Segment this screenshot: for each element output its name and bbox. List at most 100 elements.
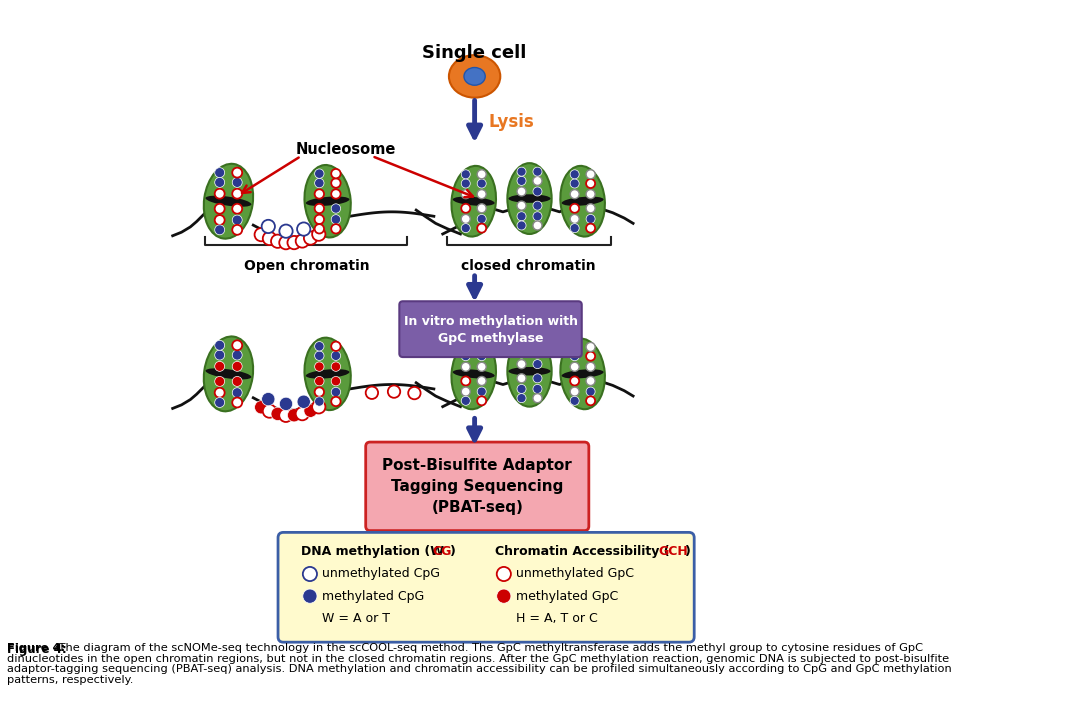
Circle shape (302, 567, 317, 581)
Circle shape (214, 225, 225, 234)
Text: Single cell: Single cell (422, 44, 526, 62)
Circle shape (271, 407, 284, 421)
Circle shape (533, 187, 542, 196)
Circle shape (233, 341, 242, 350)
Circle shape (214, 361, 225, 371)
Circle shape (477, 179, 487, 188)
Circle shape (214, 376, 225, 386)
Circle shape (533, 176, 542, 186)
Circle shape (461, 362, 471, 371)
Circle shape (461, 214, 471, 224)
Circle shape (331, 351, 341, 361)
Circle shape (388, 386, 400, 398)
Text: DNA methylation (W: DNA methylation (W (301, 546, 444, 559)
Text: W = A or T: W = A or T (323, 612, 390, 625)
Circle shape (233, 215, 242, 225)
Text: unmethylated GpC: unmethylated GpC (517, 567, 635, 581)
Circle shape (586, 387, 595, 396)
Circle shape (297, 222, 311, 236)
Circle shape (586, 204, 595, 213)
Circle shape (533, 374, 542, 383)
Circle shape (477, 351, 487, 361)
Circle shape (271, 234, 284, 248)
Circle shape (331, 362, 341, 371)
Circle shape (570, 362, 579, 371)
Circle shape (496, 589, 511, 603)
Circle shape (586, 397, 595, 405)
FancyBboxPatch shape (400, 301, 582, 357)
Circle shape (461, 343, 471, 351)
Circle shape (233, 204, 242, 214)
Circle shape (315, 189, 324, 199)
Ellipse shape (304, 165, 351, 237)
Circle shape (477, 376, 487, 386)
Circle shape (570, 343, 579, 351)
Text: unmethylated CpG: unmethylated CpG (323, 567, 441, 581)
Circle shape (233, 177, 242, 187)
Ellipse shape (451, 338, 496, 409)
Circle shape (233, 350, 242, 360)
Circle shape (517, 176, 526, 186)
Circle shape (477, 189, 487, 199)
Ellipse shape (464, 67, 486, 85)
Circle shape (586, 189, 595, 199)
Circle shape (570, 376, 579, 386)
Ellipse shape (451, 166, 496, 237)
Circle shape (279, 409, 293, 422)
Circle shape (496, 567, 511, 581)
Circle shape (315, 179, 324, 188)
Circle shape (533, 221, 542, 230)
Circle shape (315, 397, 324, 406)
Circle shape (477, 387, 487, 396)
Circle shape (233, 376, 242, 386)
Circle shape (586, 362, 595, 371)
Circle shape (233, 168, 242, 178)
Circle shape (233, 189, 242, 199)
Circle shape (279, 236, 293, 250)
Circle shape (570, 189, 579, 199)
Circle shape (461, 179, 471, 188)
Circle shape (533, 340, 542, 349)
Text: closed chromatin: closed chromatin (461, 259, 596, 272)
Circle shape (477, 170, 487, 179)
Circle shape (517, 212, 526, 221)
Circle shape (331, 224, 341, 234)
Circle shape (366, 386, 378, 399)
Circle shape (570, 224, 579, 232)
Text: methylated CpG: methylated CpG (323, 589, 425, 602)
Circle shape (287, 409, 301, 422)
Circle shape (296, 234, 309, 247)
Circle shape (302, 589, 317, 603)
Text: H = A, T or C: H = A, T or C (517, 612, 598, 625)
Circle shape (263, 404, 277, 418)
Circle shape (517, 221, 526, 230)
Circle shape (533, 201, 542, 210)
Circle shape (331, 387, 341, 397)
Circle shape (303, 404, 317, 417)
Circle shape (477, 224, 487, 232)
Circle shape (570, 179, 579, 188)
Circle shape (263, 232, 277, 245)
Circle shape (570, 204, 579, 213)
Circle shape (517, 349, 526, 358)
Text: Lysis: Lysis (489, 113, 535, 130)
Circle shape (287, 236, 301, 250)
Circle shape (517, 374, 526, 383)
Text: CG: CG (432, 546, 451, 559)
Circle shape (461, 387, 471, 396)
Circle shape (331, 214, 341, 224)
Circle shape (477, 343, 487, 351)
Circle shape (570, 387, 579, 396)
Circle shape (533, 384, 542, 394)
Text: Figure 4:: Figure 4: (8, 643, 66, 656)
Circle shape (461, 204, 471, 213)
FancyBboxPatch shape (278, 533, 695, 642)
Ellipse shape (449, 55, 501, 98)
Circle shape (214, 215, 225, 225)
Circle shape (533, 394, 542, 403)
Circle shape (408, 387, 420, 399)
Ellipse shape (561, 166, 605, 237)
Circle shape (214, 204, 225, 214)
Circle shape (570, 351, 579, 361)
Ellipse shape (562, 196, 604, 206)
